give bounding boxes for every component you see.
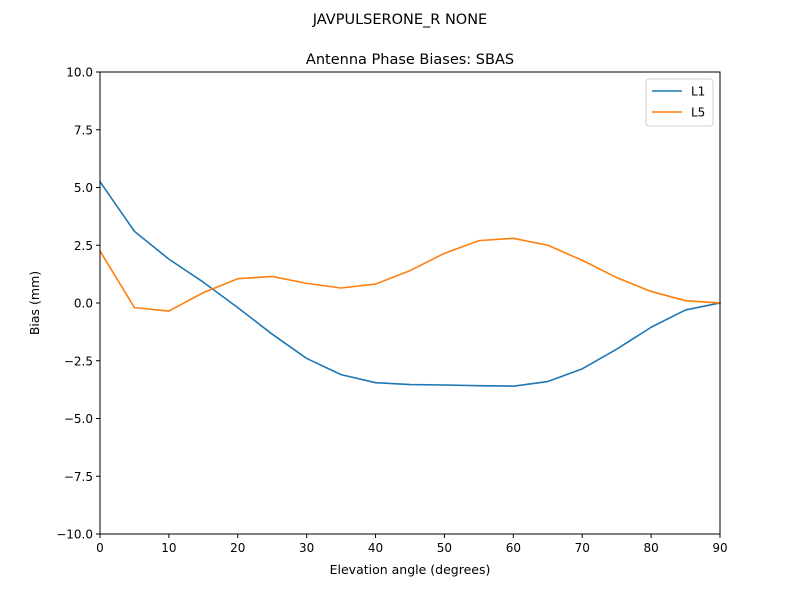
series-line-l5: [98, 237, 721, 312]
x-tick-label: 60: [506, 541, 521, 555]
x-tick-label: 20: [230, 541, 245, 555]
y-tick-label: −2.5: [64, 354, 93, 368]
x-axis: 0 10 20 30 40 50 60 70 80 90: [96, 534, 728, 555]
x-tick-label: 40: [368, 541, 383, 555]
y-tick-label: 7.5: [74, 123, 93, 137]
series-line-l1: [98, 180, 721, 387]
x-axis-label: Elevation angle (degrees): [330, 562, 491, 577]
x-tick-label: 50: [437, 541, 452, 555]
x-tick-label: 10: [161, 541, 176, 555]
plot-frame: [99, 71, 721, 535]
plot-area: [98, 71, 721, 535]
figure-suptitle: JAVPULSERONE_R NONE: [312, 12, 487, 28]
y-tick-label: 5.0: [74, 181, 93, 195]
y-tick-label: 0.0: [74, 297, 93, 311]
chart-title: Antenna Phase Biases: SBAS: [306, 52, 514, 68]
legend-label-l1: L1: [691, 85, 705, 99]
x-tick-label: 90: [712, 541, 727, 555]
y-tick-label: −5.0: [64, 412, 93, 426]
y-tick-label: −7.5: [64, 470, 93, 484]
y-tick-label: 2.5: [74, 239, 93, 253]
x-tick-label: 70: [575, 541, 590, 555]
legend-label-l5: L5: [691, 106, 705, 120]
x-tick-label: 0: [96, 541, 104, 555]
y-axis-label: Bias (mm): [27, 271, 42, 335]
y-tick-label: 10.0: [66, 66, 93, 80]
y-axis: −10.0 −7.5 −5.0 −2.5 0.0 2.5 5.0 7.5 10.0: [56, 66, 100, 542]
y-tick-label: −10.0: [56, 528, 93, 542]
x-tick-label: 30: [299, 541, 314, 555]
x-tick-label: 80: [643, 541, 658, 555]
series-layer: [98, 180, 721, 387]
legend: L1 L5: [645, 78, 714, 127]
